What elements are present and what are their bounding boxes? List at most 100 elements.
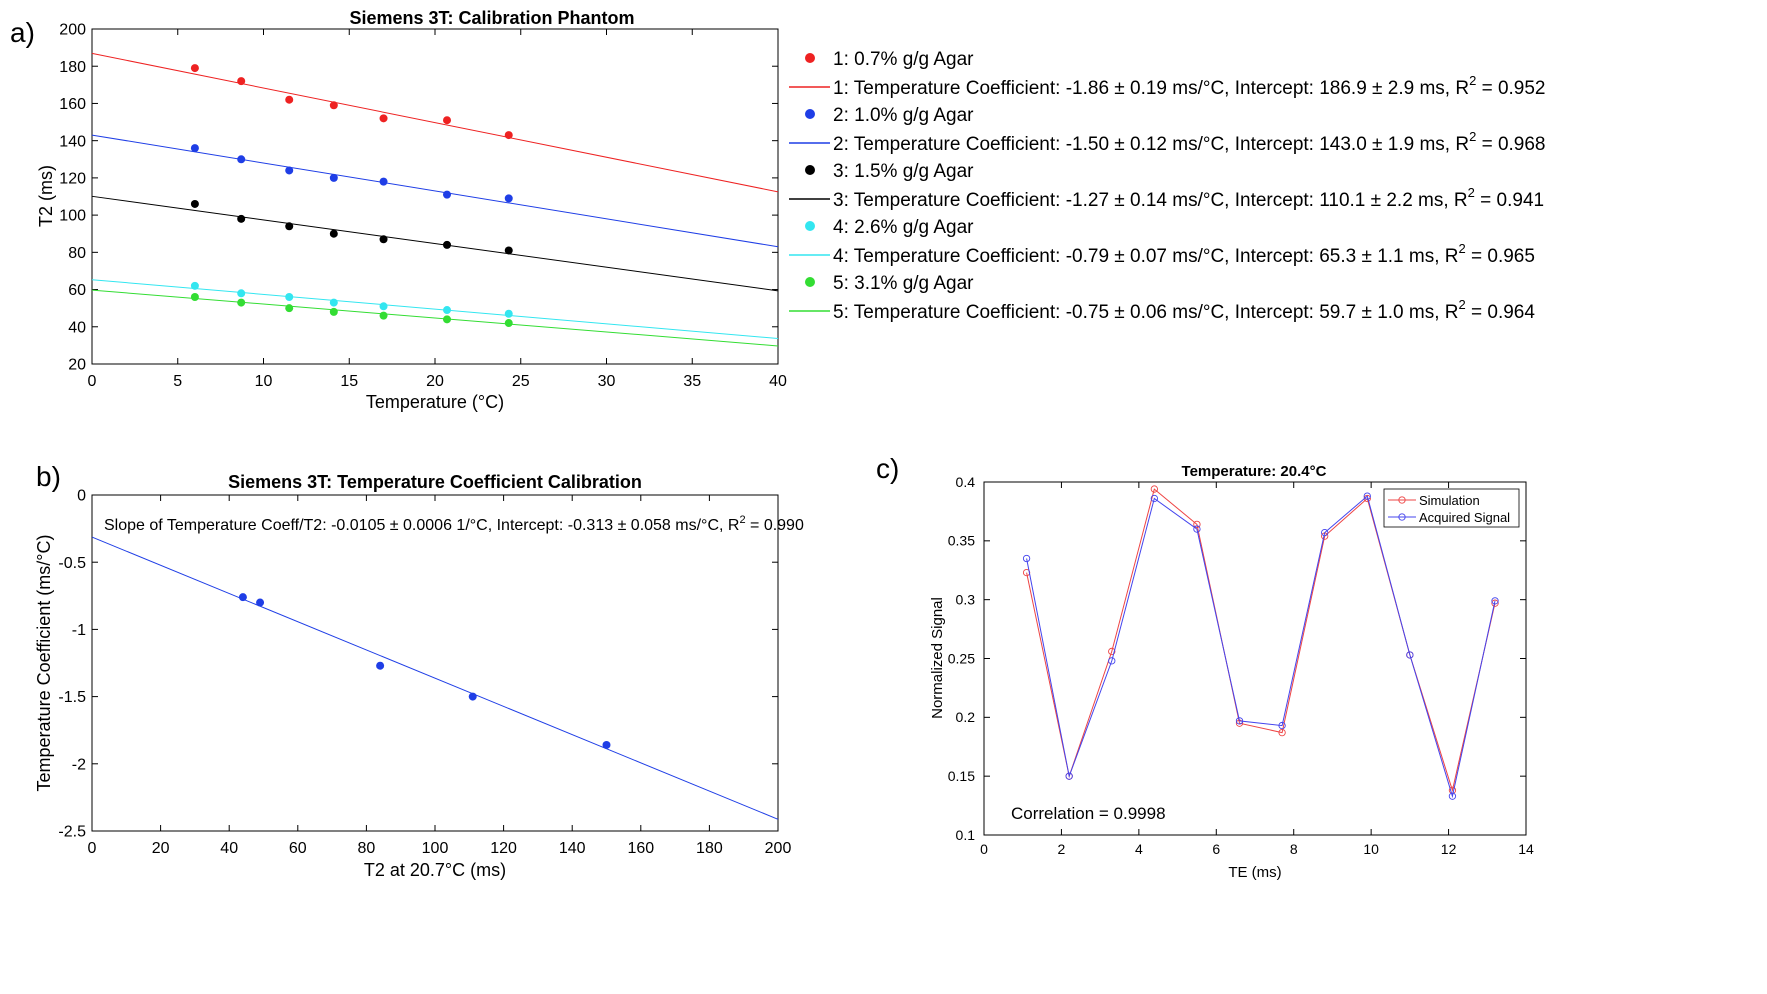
legend-fit-label-1: 1: Temperature Coefficient: -1.86 ± 0.19…: [833, 73, 1546, 99]
x-tick-label: 180: [696, 840, 723, 857]
panel-b-xlabel: T2 at 20.7°C (ms): [364, 860, 506, 880]
legend-fit-label-5: 5: Temperature Coefficient: -0.75 ± 0.06…: [833, 297, 1535, 323]
data-point-series-1: [329, 101, 338, 110]
data-point-series-1: [190, 64, 199, 73]
data-point-series-2: [379, 177, 388, 186]
data-point-series-5: [504, 319, 513, 328]
fit-line-series-3: [91, 195, 779, 292]
data-point-series-5: [443, 315, 452, 324]
legend-marker-series-4: [805, 221, 815, 231]
y-tick-label: -0.5: [58, 555, 86, 572]
legend-label-series-1: 1: 0.7% g/g Agar: [833, 49, 974, 70]
series-marker-2: [1321, 528, 1329, 537]
panel-c-ylabel: Normalized Signal: [929, 597, 946, 719]
y-tick-label: 140: [59, 133, 86, 150]
x-tick-label: 15: [340, 373, 358, 390]
x-tick-label: 100: [422, 840, 449, 857]
y-tick-label: 0.15: [948, 768, 975, 784]
data-point-series-1: [443, 116, 452, 125]
x-tick-label: 8: [1290, 841, 1298, 857]
legend-label-2: Acquired Signal: [1419, 510, 1510, 525]
legend-marker-series-2: [805, 109, 815, 119]
series-marker-2: [1022, 554, 1031, 563]
series-line-simulation: [1026, 488, 1496, 793]
y-tick-label: 0.2: [956, 709, 976, 725]
panel-a-ylabel: T2 (ms): [36, 165, 56, 227]
data-point-series-4: [504, 309, 513, 318]
x-tick-label: 200: [765, 840, 792, 857]
x-tick-label: 40: [769, 373, 787, 390]
panel-a-chart: Siemens 3T: Calibration Phantom 0 5 10 15 20…: [36, 8, 787, 412]
panel-a-axes-box: [91, 28, 779, 365]
series-marker-2: [1406, 651, 1414, 659]
data-point-series-5: [190, 293, 199, 301]
series-marker-2: [1448, 792, 1457, 800]
data-point-series-5: [379, 311, 388, 320]
x-tick-label: 14: [1518, 841, 1534, 857]
data-point-series-3: [504, 246, 513, 255]
data-point-series-2: [285, 166, 294, 175]
series-marker-2: [1065, 772, 1073, 780]
legend-label-series-4: 4: 2.6% g/g Agar: [833, 217, 974, 238]
data-point-series-4: [285, 293, 294, 301]
series-marker-2: [1235, 717, 1244, 725]
series-marker-2: [1150, 494, 1158, 503]
data-point: [256, 598, 265, 607]
y-tick-label: 0.4: [956, 474, 976, 490]
panel-b-annotation: Slope of Temperature Coeff/T2: -0.0105 ±…: [104, 514, 804, 534]
data-point-series-1: [285, 95, 294, 104]
x-tick-label: 2: [1058, 841, 1066, 857]
x-tick-label: 20: [152, 840, 170, 857]
x-tick-label: 4: [1135, 841, 1143, 857]
y-tick-label: -2.5: [58, 824, 86, 841]
fit-line-series-5: [91, 289, 779, 347]
y-tick-label: 20: [68, 357, 86, 374]
series-marker-2: [1363, 492, 1371, 500]
y-tick-label: -2: [72, 756, 86, 773]
data-point-series-2: [237, 155, 246, 164]
legend-label-1: Simulation: [1419, 493, 1480, 508]
panel-b-title: Siemens 3T: Temperature Coefficient Cali…: [228, 472, 642, 492]
legend-marker-2: [1398, 513, 1406, 521]
x-tick-label: 80: [358, 840, 376, 857]
x-tick-label: 0: [88, 373, 97, 390]
x-tick-label: 5: [173, 373, 182, 390]
y-tick-label: -1: [72, 622, 86, 639]
x-tick-label: 30: [598, 373, 616, 390]
legend-label-series-2: 2: 1.0% g/g Agar: [833, 105, 974, 126]
x-tick-label: 10: [1363, 841, 1379, 857]
panel-a-title: Siemens 3T: Calibration Phantom: [349, 8, 634, 28]
data-point-series-1: [504, 131, 513, 140]
x-tick-label: 0: [88, 840, 97, 857]
x-tick-label: 60: [289, 840, 307, 857]
legend-label-series-3: 3: 1.5% g/g Agar: [833, 161, 974, 182]
data-point-series-4: [379, 302, 388, 311]
data-point-series-4: [237, 289, 246, 298]
series-marker-1: [1150, 485, 1158, 493]
y-tick-label: 0: [77, 488, 86, 505]
data-point-series-3: [329, 229, 338, 238]
panel-c-xlabel: TE (ms): [1228, 864, 1281, 881]
series-marker-2: [1491, 597, 1499, 605]
data-point-series-1: [379, 114, 388, 123]
data-point-series-3: [237, 214, 246, 223]
legend-marker-series-3: [805, 165, 815, 175]
series-marker-2: [1193, 525, 1201, 533]
fit-line-series-2: [91, 134, 779, 248]
panel-b-axes-box: [91, 494, 779, 832]
series-marker-1: [1448, 786, 1457, 794]
panel-b-chart: Siemens 3T: Temperature Coefficient Cali…: [34, 472, 804, 880]
legend-marker-series-1: [805, 53, 815, 63]
series-marker-1: [1491, 599, 1499, 607]
y-tick-label: 60: [68, 282, 86, 299]
data-point-series-3: [379, 235, 388, 244]
legend-fit-label-4: 4: Temperature Coefficient: -0.79 ± 0.07…: [833, 241, 1535, 267]
data-point-series-4: [190, 281, 199, 290]
y-tick-label: 0.3: [956, 592, 976, 608]
series-marker-1: [1278, 728, 1286, 737]
x-tick-label: 160: [627, 840, 654, 857]
y-tick-label: 120: [59, 170, 86, 187]
x-tick-label: 40: [220, 840, 238, 857]
data-point-series-4: [329, 298, 338, 307]
